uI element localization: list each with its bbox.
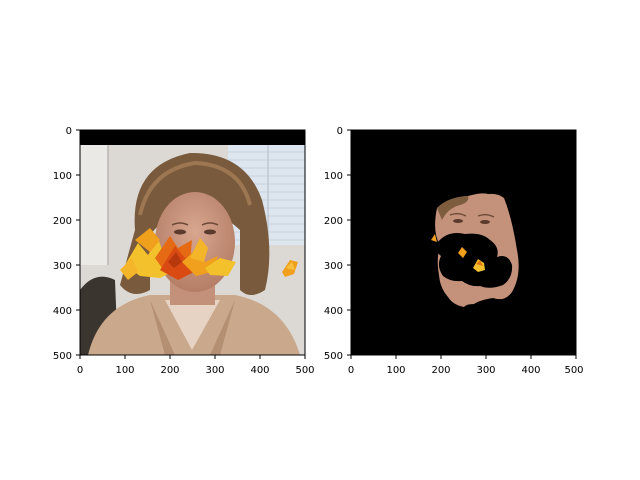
tick-label: 100	[53, 171, 72, 182]
tick-label: 400	[521, 365, 540, 376]
tick-label: 300	[476, 365, 495, 376]
tick-label: 0	[348, 365, 354, 376]
tick-label: 200	[324, 216, 343, 227]
tick-label: 100	[115, 365, 134, 376]
tick-label: 500	[564, 365, 583, 376]
tick-label: 300	[205, 365, 224, 376]
tick-label: 400	[53, 306, 72, 317]
tick-label: 100	[386, 365, 405, 376]
right-image	[351, 130, 576, 355]
tick-label: 500	[324, 351, 343, 362]
right-x-axis	[350, 355, 577, 359]
tick-label: 100	[324, 171, 343, 182]
left-axes-frame	[79, 129, 306, 356]
tick-label: 200	[160, 365, 179, 376]
left-x-axis	[79, 355, 306, 359]
right-x-tick-labels: 0 100 200 300 400 500	[348, 365, 584, 376]
tick-label: 300	[324, 261, 343, 272]
right-axes-frame	[350, 129, 577, 356]
tick-label: 200	[431, 365, 450, 376]
tick-label: 500	[295, 365, 314, 376]
left-image	[80, 130, 305, 355]
tick-label: 0	[66, 126, 72, 137]
right-y-axis	[347, 129, 351, 356]
left-y-tick-labels: 0 100 200 300 400 500	[53, 126, 72, 362]
tick-label: 400	[324, 306, 343, 317]
tick-label: 200	[53, 216, 72, 227]
tick-label: 0	[337, 126, 343, 137]
tick-label: 0	[77, 365, 83, 376]
left-x-tick-labels: 0 100 200 300 400 500	[77, 365, 315, 376]
tick-label: 400	[250, 365, 269, 376]
leaf-cluster	[120, 228, 298, 280]
tick-label: 300	[53, 261, 72, 272]
right-y-tick-labels: 0 100 200 300 400 500	[324, 126, 343, 362]
left-y-axis	[76, 129, 80, 356]
tick-label: 500	[53, 351, 72, 362]
